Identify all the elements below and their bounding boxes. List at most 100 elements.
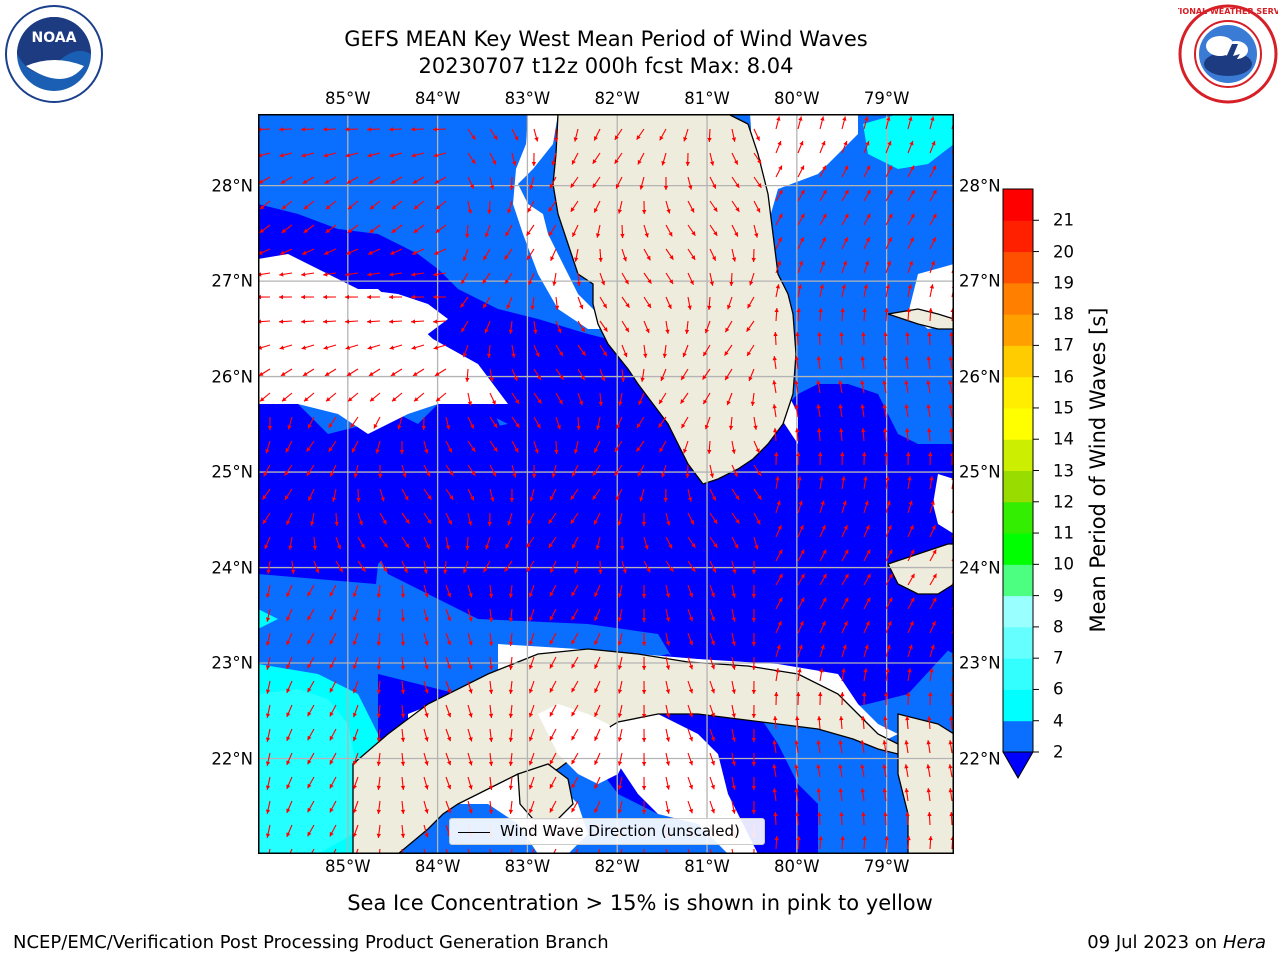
wave-arrow — [554, 440, 559, 455]
colorbar-tick-label: 7 — [1053, 648, 1064, 668]
wave-arrow — [862, 691, 867, 706]
colorbar-band — [1003, 189, 1033, 221]
wave-arrow — [467, 608, 473, 622]
wave-arrow — [905, 715, 910, 730]
wave-arrow — [528, 656, 535, 670]
wave-arrow — [948, 356, 953, 370]
wave-arrow — [264, 536, 271, 550]
wave-arrow — [445, 584, 452, 598]
wave-arrow — [280, 176, 293, 184]
wave-arrow — [531, 464, 537, 479]
wave-arrow — [665, 320, 670, 334]
wave-arrow — [571, 656, 579, 669]
wave-arrow — [467, 176, 475, 189]
wave-arrow — [863, 213, 871, 226]
wave-arrow — [904, 404, 909, 418]
wave-arrow — [467, 656, 473, 670]
wave-arrow — [665, 224, 673, 237]
wave-arrow — [329, 608, 337, 621]
wave-arrow — [904, 764, 909, 778]
wave-arrow — [423, 728, 429, 742]
wave-arrow — [549, 656, 557, 669]
wave-arrow — [307, 584, 315, 597]
wave-arrow — [373, 416, 381, 429]
wave-arrow — [509, 488, 515, 503]
wave-arrow — [615, 488, 623, 501]
wave-arrow — [306, 440, 315, 453]
wave-arrow — [462, 248, 469, 262]
colorbar-band — [1003, 314, 1033, 346]
lat-tick-label: 26°N — [959, 367, 1001, 387]
wave-arrow — [329, 584, 337, 597]
wave-direction-arrows — [258, 116, 954, 854]
wave-arrow — [621, 320, 630, 333]
wave-arrow — [300, 319, 315, 324]
wave-arrow — [660, 368, 667, 382]
wave-arrow — [907, 116, 913, 130]
wave-arrow — [929, 500, 935, 514]
wave-arrow — [795, 811, 800, 826]
wave-arrow — [797, 476, 802, 490]
wave-arrow — [467, 488, 475, 501]
wave-arrow — [400, 824, 406, 838]
wave-arrow — [265, 776, 271, 790]
lon-tick-label: 85°W — [325, 89, 371, 108]
wave-arrow — [795, 715, 800, 730]
wave-arrow — [841, 644, 847, 658]
wave-arrow — [775, 237, 783, 250]
wave-arrow — [640, 368, 645, 382]
wave-arrow — [335, 560, 344, 573]
wave-arrow — [423, 704, 429, 718]
wave-arrow — [368, 368, 381, 377]
wave-arrow — [555, 392, 563, 405]
wave-arrow — [279, 272, 293, 277]
lon-tick-label: 81°W — [684, 89, 730, 108]
wave-arrow — [594, 656, 601, 670]
wave-arrow — [687, 704, 694, 718]
wave-arrow — [928, 451, 933, 466]
wave-arrow — [929, 284, 934, 298]
wave-arrow — [278, 319, 293, 324]
footer-date-text: 09 Jul 2023 on — [1087, 932, 1218, 953]
wave-arrow — [839, 811, 844, 826]
wave-arrow — [528, 680, 535, 694]
wave-arrow — [286, 656, 293, 670]
wave-arrow — [571, 584, 579, 597]
wave-arrow — [929, 189, 937, 202]
wave-arrow — [376, 584, 382, 598]
wave-arrow — [819, 500, 825, 514]
wave-arrow — [350, 416, 359, 429]
wave-arrow — [344, 127, 359, 132]
wave-arrow — [773, 331, 778, 346]
wave-arrow — [445, 488, 454, 501]
lon-tick-label: 83°W — [504, 89, 551, 108]
wave-arrow — [726, 392, 733, 406]
wave-arrow — [665, 512, 671, 526]
wave-arrow — [731, 704, 736, 718]
wave-arrow — [863, 140, 870, 154]
wave-arrow — [278, 294, 293, 300]
wave-arrow — [819, 213, 827, 226]
lon-tick-label: 82°W — [594, 857, 640, 876]
wave-arrow — [410, 319, 425, 324]
wave-arrow — [467, 728, 473, 742]
wave-arrow — [841, 597, 849, 610]
wave-arrow — [533, 344, 540, 358]
wave-arrow — [352, 824, 359, 838]
colorbar-band — [1003, 533, 1033, 565]
wave-arrow — [617, 728, 623, 742]
wave-arrow — [860, 740, 865, 754]
wave-arrow — [819, 549, 827, 562]
wave-arrow — [884, 307, 889, 322]
wave-arrow — [329, 776, 337, 789]
wave-arrow — [483, 560, 491, 573]
wave-arrow — [367, 344, 381, 350]
lon-tick-label: 84°W — [414, 89, 461, 108]
wave-arrow — [929, 668, 934, 682]
wave-arrow — [259, 392, 271, 402]
wave-arrow — [508, 776, 514, 790]
wave-arrow — [885, 189, 893, 202]
wave-arrow — [863, 476, 868, 490]
wave-arrow — [284, 464, 293, 477]
wave-arrow — [356, 488, 361, 503]
